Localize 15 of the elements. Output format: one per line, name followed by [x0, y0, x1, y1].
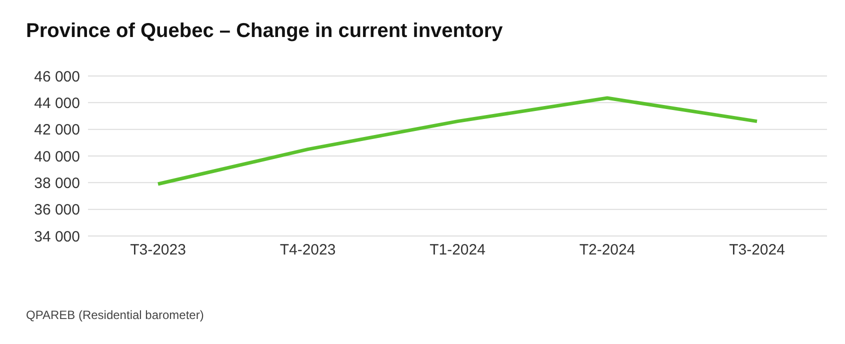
- line-series: [156, 96, 759, 186]
- x-tick-label: T3-2023: [130, 242, 186, 259]
- x-tick-label: T3-2024: [729, 242, 785, 259]
- y-tick-label: 36 000: [34, 202, 80, 219]
- y-tick-label: 42 000: [34, 122, 80, 139]
- y-tick-label: 44 000: [34, 94, 80, 112]
- x-tick-label: T4-2023: [280, 242, 336, 259]
- y-tick-label: 46 000: [34, 68, 80, 86]
- x-tick-label: T2-2024: [579, 242, 636, 259]
- y-tick-label: 40 000: [34, 148, 80, 166]
- x-tick-label: T1-2024: [430, 242, 486, 259]
- y-tick-label: 34 000: [34, 228, 80, 246]
- y-tick-label: 38 000: [34, 174, 80, 192]
- text: QPAREB (Residential barometer): [26, 308, 204, 322]
- chart-title: Province of Quebec – Change in current inventory: [26, 20, 503, 43]
